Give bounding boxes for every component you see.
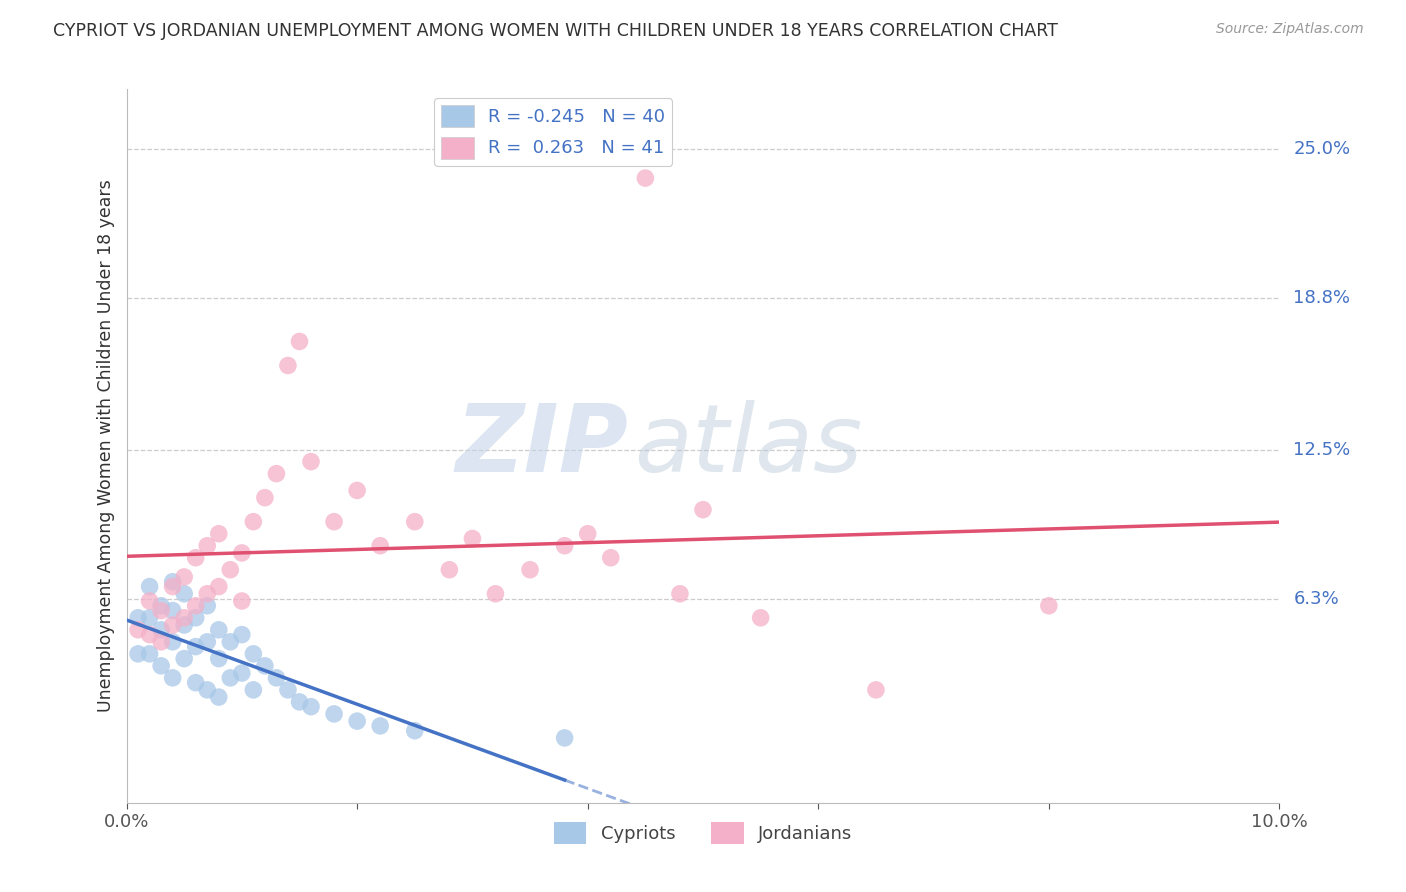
Point: [138, 627, 160, 641]
Point: [484, 587, 506, 601]
Point: [231, 546, 253, 560]
Point: [299, 455, 322, 469]
Point: [692, 502, 714, 516]
Point: [599, 550, 621, 565]
Point: [277, 359, 299, 373]
Text: 6.3%: 6.3%: [1294, 590, 1339, 607]
Point: [219, 671, 242, 685]
Point: [162, 671, 184, 685]
Point: [138, 594, 160, 608]
Point: [173, 611, 195, 625]
Point: [404, 723, 426, 738]
Point: [208, 651, 231, 665]
Legend: Cypriots, Jordanians: Cypriots, Jordanians: [547, 814, 859, 851]
Point: [184, 640, 207, 654]
Point: [554, 731, 576, 745]
Point: [138, 647, 160, 661]
Text: 25.0%: 25.0%: [1294, 140, 1351, 158]
Point: [150, 658, 173, 673]
Point: [150, 635, 173, 649]
Point: [184, 599, 207, 613]
Point: [195, 682, 218, 697]
Point: [184, 611, 207, 625]
Point: [368, 539, 391, 553]
Point: [208, 690, 231, 704]
Point: [162, 635, 184, 649]
Text: 18.8%: 18.8%: [1294, 289, 1350, 307]
Point: [138, 580, 160, 594]
Point: [554, 539, 576, 553]
Text: 12.5%: 12.5%: [1294, 441, 1351, 458]
Text: CYPRIOT VS JORDANIAN UNEMPLOYMENT AMONG WOMEN WITH CHILDREN UNDER 18 YEARS CORRE: CYPRIOT VS JORDANIAN UNEMPLOYMENT AMONG …: [53, 22, 1059, 40]
Point: [173, 618, 195, 632]
Point: [323, 706, 346, 721]
Point: [184, 675, 207, 690]
Point: [299, 699, 322, 714]
Point: [219, 563, 242, 577]
Point: [634, 171, 657, 186]
Point: [173, 570, 195, 584]
Point: [749, 611, 772, 625]
Point: [195, 599, 218, 613]
Point: [368, 719, 391, 733]
Point: [195, 635, 218, 649]
Point: [162, 580, 184, 594]
Point: [173, 651, 195, 665]
Point: [519, 563, 541, 577]
Point: [576, 526, 599, 541]
Point: [162, 604, 184, 618]
Point: [404, 515, 426, 529]
Point: [865, 682, 887, 697]
Point: [242, 515, 264, 529]
Point: [184, 550, 207, 565]
Point: [127, 623, 149, 637]
Point: [669, 587, 692, 601]
Point: [231, 627, 253, 641]
Point: [231, 594, 253, 608]
Point: [346, 714, 368, 728]
Point: [150, 604, 173, 618]
Point: [150, 599, 173, 613]
Point: [461, 532, 484, 546]
Point: [277, 682, 299, 697]
Point: [162, 618, 184, 632]
Point: [162, 574, 184, 589]
Point: [219, 635, 242, 649]
Y-axis label: Unemployment Among Women with Children Under 18 years: Unemployment Among Women with Children U…: [97, 179, 115, 713]
Point: [1038, 599, 1060, 613]
Text: atlas: atlas: [634, 401, 862, 491]
Point: [266, 671, 288, 685]
Point: [253, 491, 276, 505]
Point: [138, 611, 160, 625]
Point: [288, 695, 311, 709]
Point: [439, 563, 461, 577]
Text: ZIP: ZIP: [456, 400, 628, 492]
Point: [208, 580, 231, 594]
Text: Source: ZipAtlas.com: Source: ZipAtlas.com: [1216, 22, 1364, 37]
Point: [208, 526, 231, 541]
Point: [195, 539, 218, 553]
Point: [173, 587, 195, 601]
Point: [208, 623, 231, 637]
Point: [288, 334, 311, 349]
Point: [242, 647, 264, 661]
Point: [242, 682, 264, 697]
Point: [231, 666, 253, 681]
Point: [195, 587, 218, 601]
Point: [346, 483, 368, 498]
Point: [127, 647, 149, 661]
Point: [253, 658, 276, 673]
Point: [127, 611, 149, 625]
Point: [323, 515, 346, 529]
Point: [266, 467, 288, 481]
Point: [150, 623, 173, 637]
